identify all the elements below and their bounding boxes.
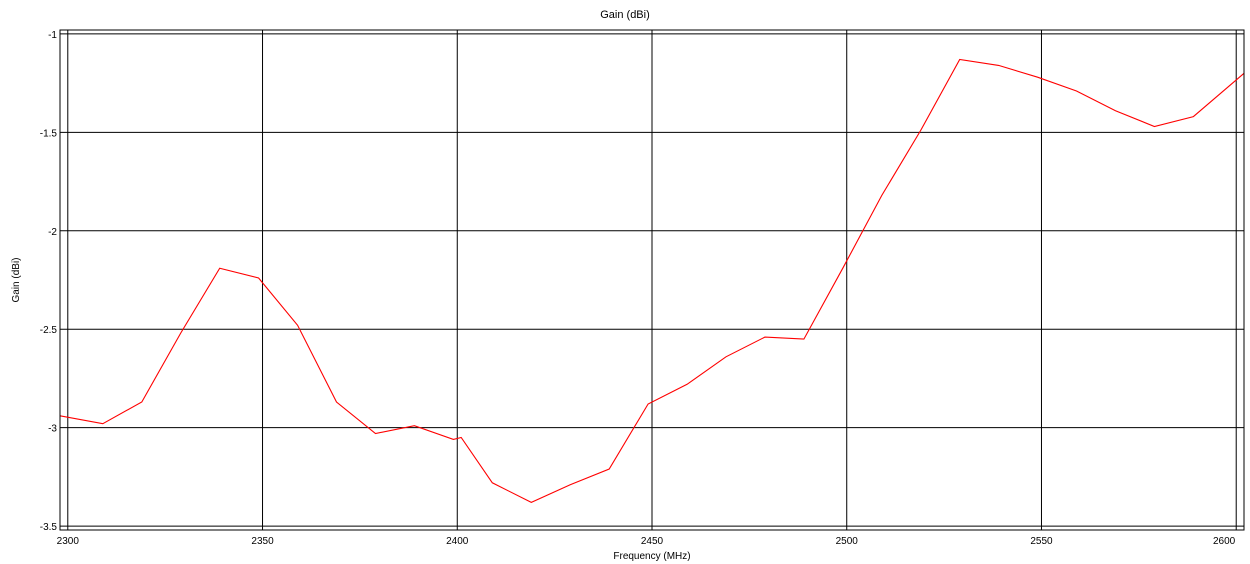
y-tick-label: -3.5 bbox=[40, 522, 58, 533]
tick-labels: 2300 2350 2400 2450 2500 2550 2600 -1 -1.5 -2 -2.5… bbox=[40, 30, 1236, 547]
x-axis-label: Frequency (MHz) bbox=[613, 551, 690, 562]
gain-series-line bbox=[59, 58, 1245, 504]
y-tick-label: -1 bbox=[48, 30, 57, 41]
grid-lines bbox=[60, 30, 1244, 530]
x-tick-label: 2300 bbox=[57, 536, 80, 547]
series-layer bbox=[59, 58, 1245, 504]
x-tick-label: 2500 bbox=[836, 536, 859, 547]
y-tick-label: -2.5 bbox=[40, 325, 58, 336]
plot-frame bbox=[59, 29, 1245, 531]
x-tick-label: 2350 bbox=[251, 536, 274, 547]
x-tick-label: 2450 bbox=[641, 536, 664, 547]
x-tick-label: 2400 bbox=[446, 536, 469, 547]
y-tick-label: -2 bbox=[48, 227, 57, 238]
x-tick-label: 2600 bbox=[1213, 536, 1236, 547]
y-axis-label: Gain (dBi) bbox=[11, 257, 22, 302]
x-tick-label: 2550 bbox=[1030, 536, 1053, 547]
y-tick-label: -3 bbox=[48, 424, 57, 435]
chart-title: Gain (dBi) bbox=[600, 9, 650, 21]
y-tick-label: -1.5 bbox=[40, 128, 58, 139]
